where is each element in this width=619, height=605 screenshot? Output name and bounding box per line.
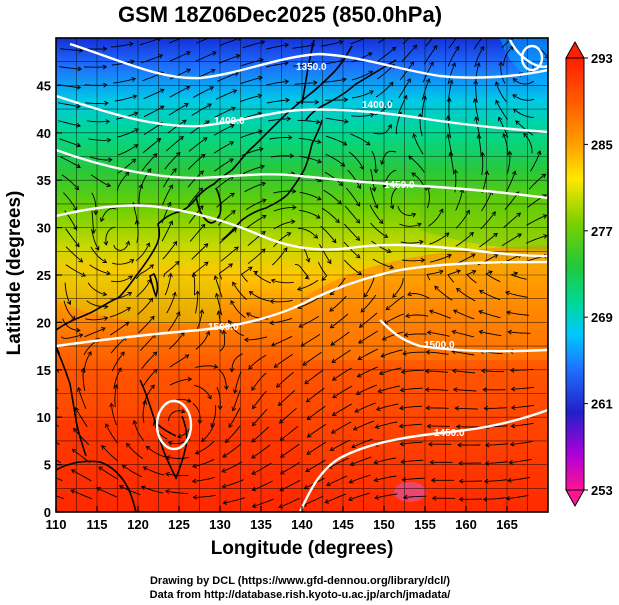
x-tick-label: 155: [414, 517, 436, 532]
colorbar: 293 285 277 269 261 253: [565, 40, 613, 508]
coastlines: [56, 39, 397, 512]
x-axis: 110 115 120 125 130 135 140 145 150 155 160 165: [46, 506, 518, 532]
contour-label: 1500.0: [208, 322, 239, 333]
x-axis-label: Longitude (degrees): [210, 538, 394, 559]
colorbar-tick-label: 253: [591, 483, 613, 498]
x-tick-label: 115: [87, 517, 108, 532]
x-tick-label: 165: [496, 517, 518, 532]
colorbar-tick-label: 285: [591, 137, 613, 152]
y-tick-label: 5: [44, 458, 51, 473]
y-tick-label: 35: [37, 173, 51, 188]
x-tick-label: 120: [127, 517, 149, 532]
drawing-credit: Drawing by DCL (https://www.gfd-dennou.o…: [149, 575, 451, 587]
colorbar-body: [565, 57, 585, 491]
x-tick-label: 125: [168, 517, 190, 532]
x-tick-label: 130: [209, 517, 231, 532]
x-tick-label: 140: [291, 517, 313, 532]
map-title: GSM 18Z06Dec2025 (850.0hPa): [117, 2, 443, 27]
contour-label: 1350.0: [296, 62, 327, 73]
wind-streamlines: [56, 38, 548, 509]
contour-label-group: 1350.0 1400.0 1400.0 1450.0 1500.0 1500.…: [208, 62, 465, 439]
y-tick-label: 15: [37, 363, 51, 378]
contour-label: 1450.0: [384, 180, 415, 191]
y-tick-label: 0: [44, 505, 51, 520]
x-tick-label: 110: [46, 517, 67, 532]
colorbar-tick-label: 293: [591, 51, 613, 66]
y-axis: 0 5 10 15 20 25 30 35 40 45: [37, 78, 62, 520]
contour-label: 1400.0: [362, 100, 393, 111]
height-contours: [56, 39, 548, 512]
colorbar-min-arrow: [565, 489, 585, 508]
data-credit: Data from http://database.rish.kyoto-u.a…: [149, 589, 451, 601]
colorbar-max-arrow: [565, 40, 585, 59]
y-axis-label: Latitude (degrees): [4, 190, 25, 356]
contour-label: 1500.0: [424, 340, 455, 351]
x-tick-label: 145: [332, 517, 354, 532]
y-tick-label: 30: [37, 221, 51, 236]
y-tick-label: 25: [37, 268, 51, 283]
contour-label: 1400.0: [214, 116, 245, 127]
colorbar-tick-label: 277: [591, 224, 613, 239]
y-tick-label: 40: [37, 126, 51, 141]
y-tick-label: 45: [37, 78, 51, 93]
y-tick-label: 20: [37, 315, 51, 330]
contour-label: 1450.0: [434, 428, 465, 439]
x-tick-label: 135: [250, 517, 272, 532]
x-tick-label: 160: [455, 517, 477, 532]
x-tick-label: 150: [373, 517, 395, 532]
colorbar-tick-label: 261: [591, 397, 613, 412]
y-tick-label: 10: [37, 410, 51, 425]
colorbar-tick-label: 269: [591, 310, 613, 325]
